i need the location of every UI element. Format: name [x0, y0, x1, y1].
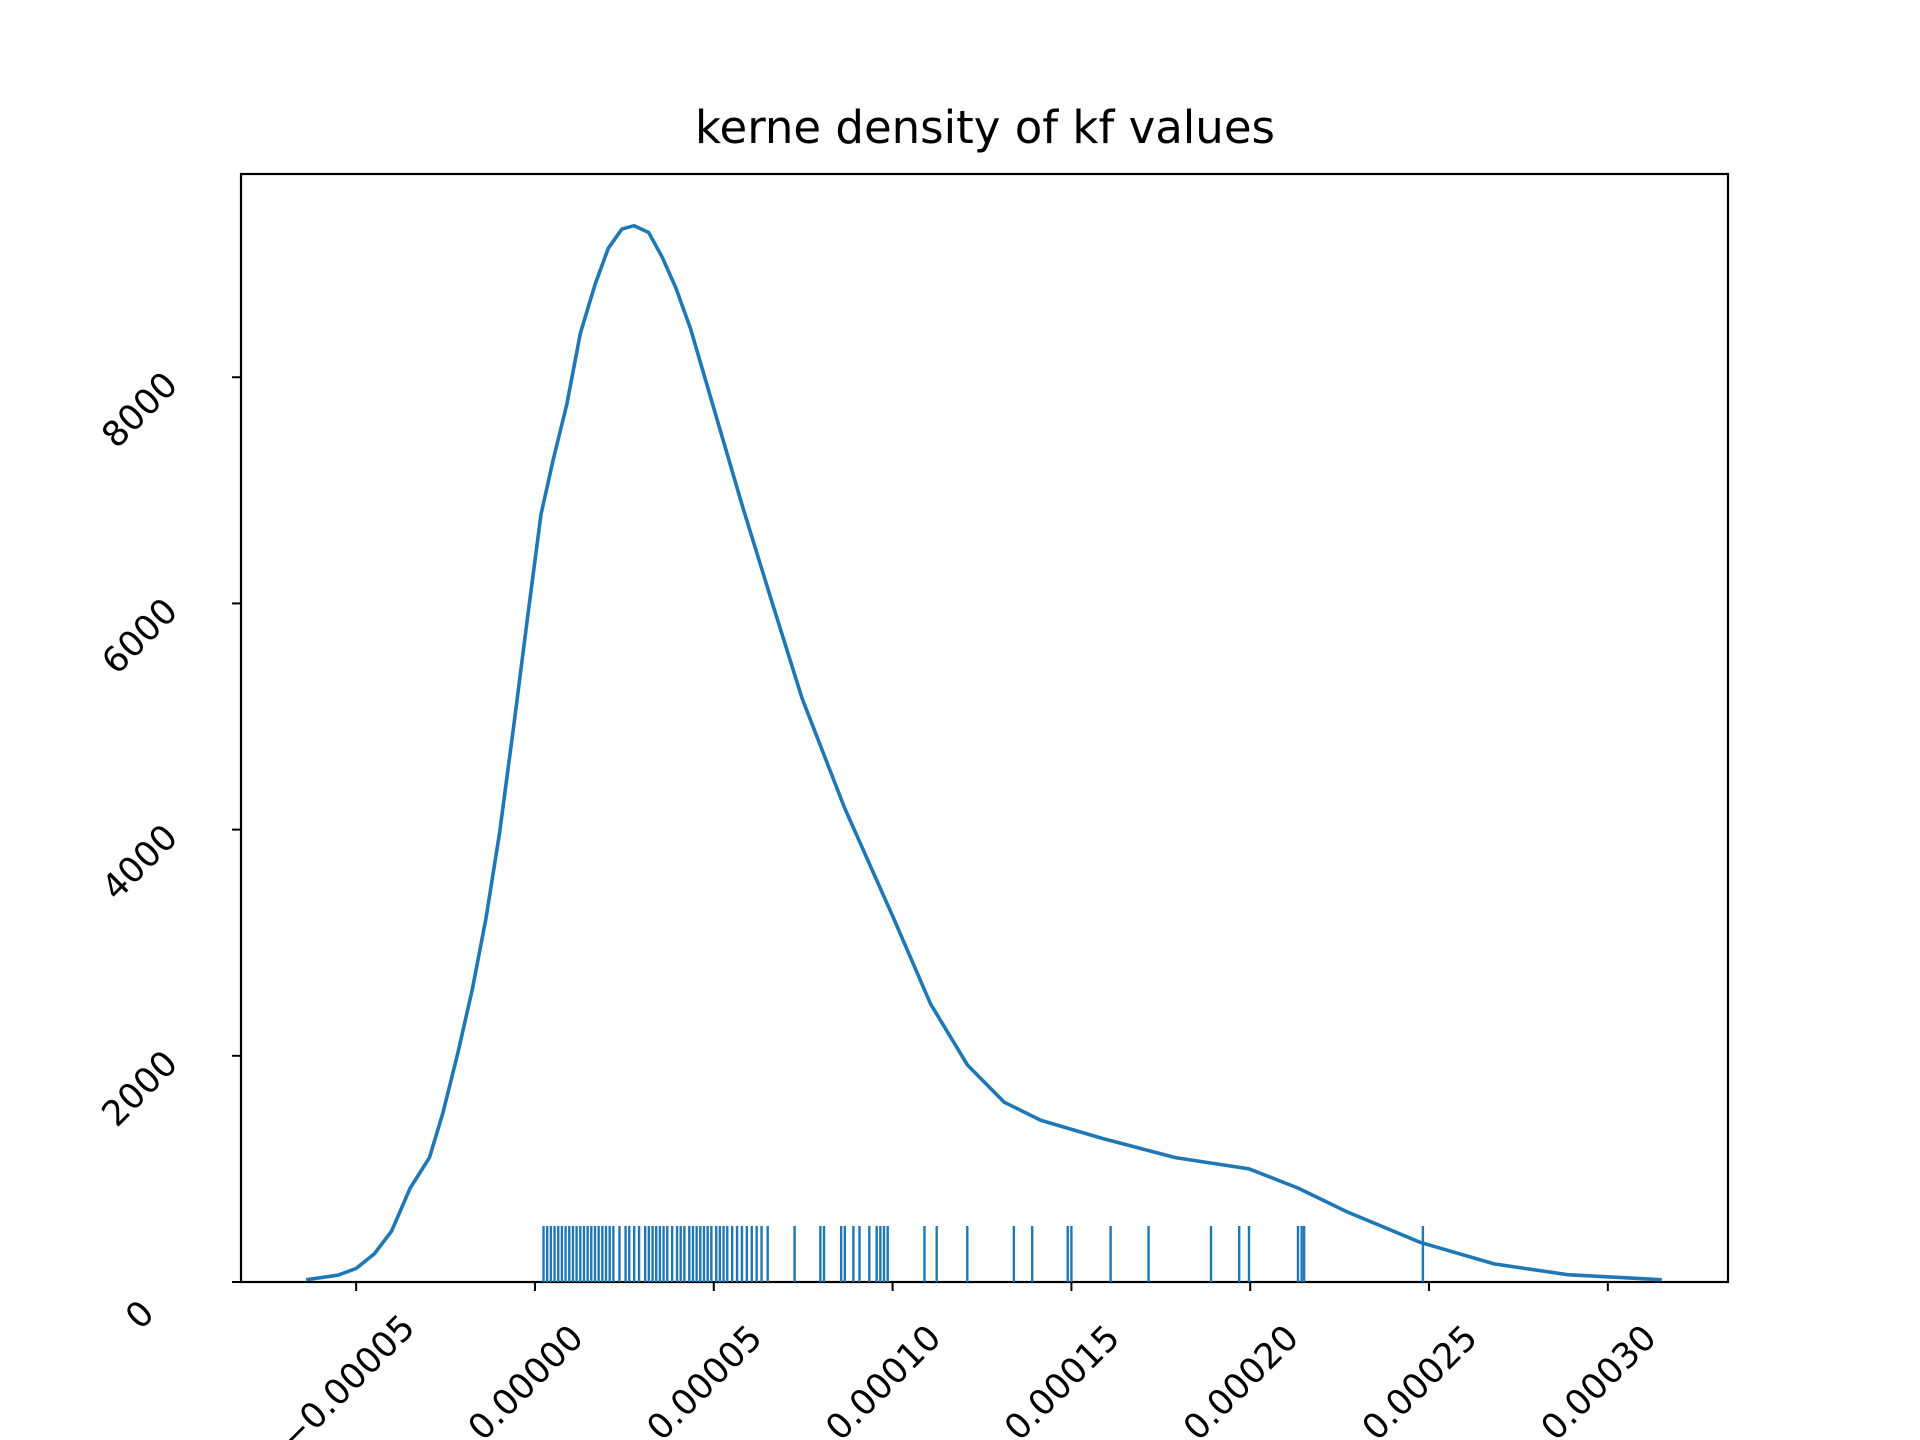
density-line [305, 223, 1662, 1282]
axes-frame [239, 172, 1730, 1284]
chart-title: kerne density of kf values [695, 101, 1275, 154]
